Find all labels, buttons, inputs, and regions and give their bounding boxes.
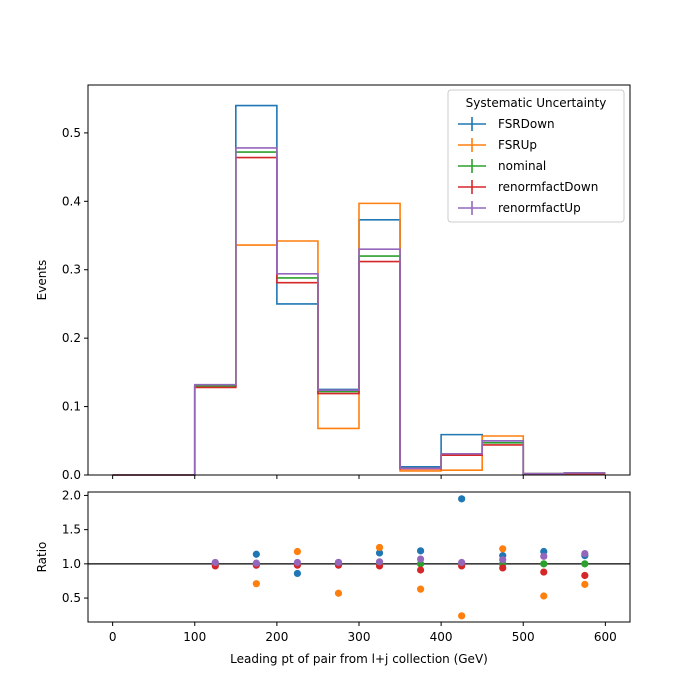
top-y-tick-label: 0.3 (62, 263, 81, 277)
top-y-tick-label: 0.5 (62, 126, 81, 140)
ratio-point (334, 589, 343, 597)
legend-box (447, 89, 625, 223)
legend: Systematic Uncertainty FSRDown FSRUp nomin… (447, 89, 625, 223)
ratio-point (540, 568, 548, 576)
bottom-y-tick-label: 1.0 (62, 557, 81, 571)
bottom-y-axis-label: Ratio (35, 542, 49, 573)
bottom-x-tick-label: 200 (265, 630, 288, 644)
ratio-point (416, 585, 425, 593)
bottom-plot-area (88, 495, 630, 620)
bottom-x-tick-label: 100 (183, 630, 206, 644)
top-y-tick-label: 0.4 (62, 194, 81, 208)
legend-label: renormfactUp (498, 201, 581, 215)
ratio-series-renormfactUp (211, 549, 589, 567)
ratio-point (581, 571, 589, 580)
ratio-point (581, 560, 589, 568)
top-y-tick-label: 0.2 (62, 331, 81, 345)
ratio-point (581, 580, 589, 588)
legend-item-renormfactDown: renormfactDown (458, 180, 598, 194)
top-panel: 0.0 0.1 0.2 0.3 0.4 0.5 Events Systematic Unc… (35, 84, 631, 482)
ratio-point (211, 558, 219, 567)
ratio-point (499, 564, 507, 572)
legend-item-nominal: nominal (458, 159, 546, 173)
ratio-point (499, 545, 507, 553)
ratio-point (375, 543, 384, 552)
ratio-point (416, 555, 425, 563)
top-plot-area (112, 104, 606, 476)
ratio-point (416, 547, 425, 555)
bottom-y-tick-label: 2.0 (62, 488, 81, 502)
ratio-point (375, 558, 384, 566)
ratio-point (416, 566, 425, 574)
legend-items: FSRDown FSRUp nominal renormfactDown renormf… (458, 117, 598, 215)
legend-title: Systematic Uncertainty (466, 96, 607, 110)
ratio-point (252, 580, 260, 588)
ratio-point (293, 558, 302, 567)
ratio-point (293, 547, 302, 556)
ratio-point (458, 612, 466, 620)
bottom-x-tick-label: 400 (430, 630, 453, 644)
bottom-x-tick-label: 0 (109, 630, 117, 644)
ratio-point (581, 549, 589, 558)
top-y-tick-label: 0.1 (62, 400, 81, 414)
ratio-point (293, 569, 302, 578)
bottom-y-tick-label: 1.5 (62, 523, 81, 537)
ratio-point (540, 592, 548, 600)
top-y-tick-label: 0.0 (62, 468, 81, 482)
legend-label: FSRDown (498, 117, 555, 131)
bottom-y-tick-label: 0.5 (62, 591, 81, 605)
bottom-x-tick-label: 300 (348, 630, 371, 644)
top-x-ticks (112, 475, 606, 479)
ratio-point (540, 560, 548, 568)
ratio-point (334, 558, 343, 567)
bottom-x-tick-label: 500 (512, 630, 535, 644)
ratio-series-FSRUp (211, 543, 589, 620)
bottom-x-tick-label: 600 (594, 630, 617, 644)
ratio-point (458, 558, 466, 567)
ratio-point (458, 495, 466, 503)
ratio-point (540, 552, 548, 560)
legend-label: renormfactDown (498, 180, 598, 194)
legend-item-FSRUp: FSRUp (458, 138, 537, 152)
legend-label: nominal (498, 159, 546, 173)
bottom-panel: 0.5 1.0 1.5 2.0 0 100 200 300 400 500 600 Ratio L… (35, 488, 631, 666)
bottom-x-ticks: 0 100 200 300 400 500 600 (109, 622, 617, 644)
ratio-point (375, 549, 384, 557)
legend-item-renormfactUp: renormfactUp (458, 201, 581, 215)
bottom-y-ticks: 0.5 1.0 1.5 2.0 (62, 488, 88, 605)
legend-item-FSRDown: FSRDown (458, 117, 555, 131)
top-y-axis-label: Events (35, 260, 49, 301)
x-axis-label: Leading pt of pair from l+j collection (… (230, 652, 488, 666)
ratio-point (499, 556, 507, 564)
top-y-ticks: 0.0 0.1 0.2 0.3 0.4 0.5 (62, 126, 88, 482)
legend-label: FSRUp (498, 138, 537, 152)
ratio-point (252, 550, 260, 558)
ratio-point (252, 559, 260, 567)
series-step-renormfactUp (112, 147, 606, 476)
